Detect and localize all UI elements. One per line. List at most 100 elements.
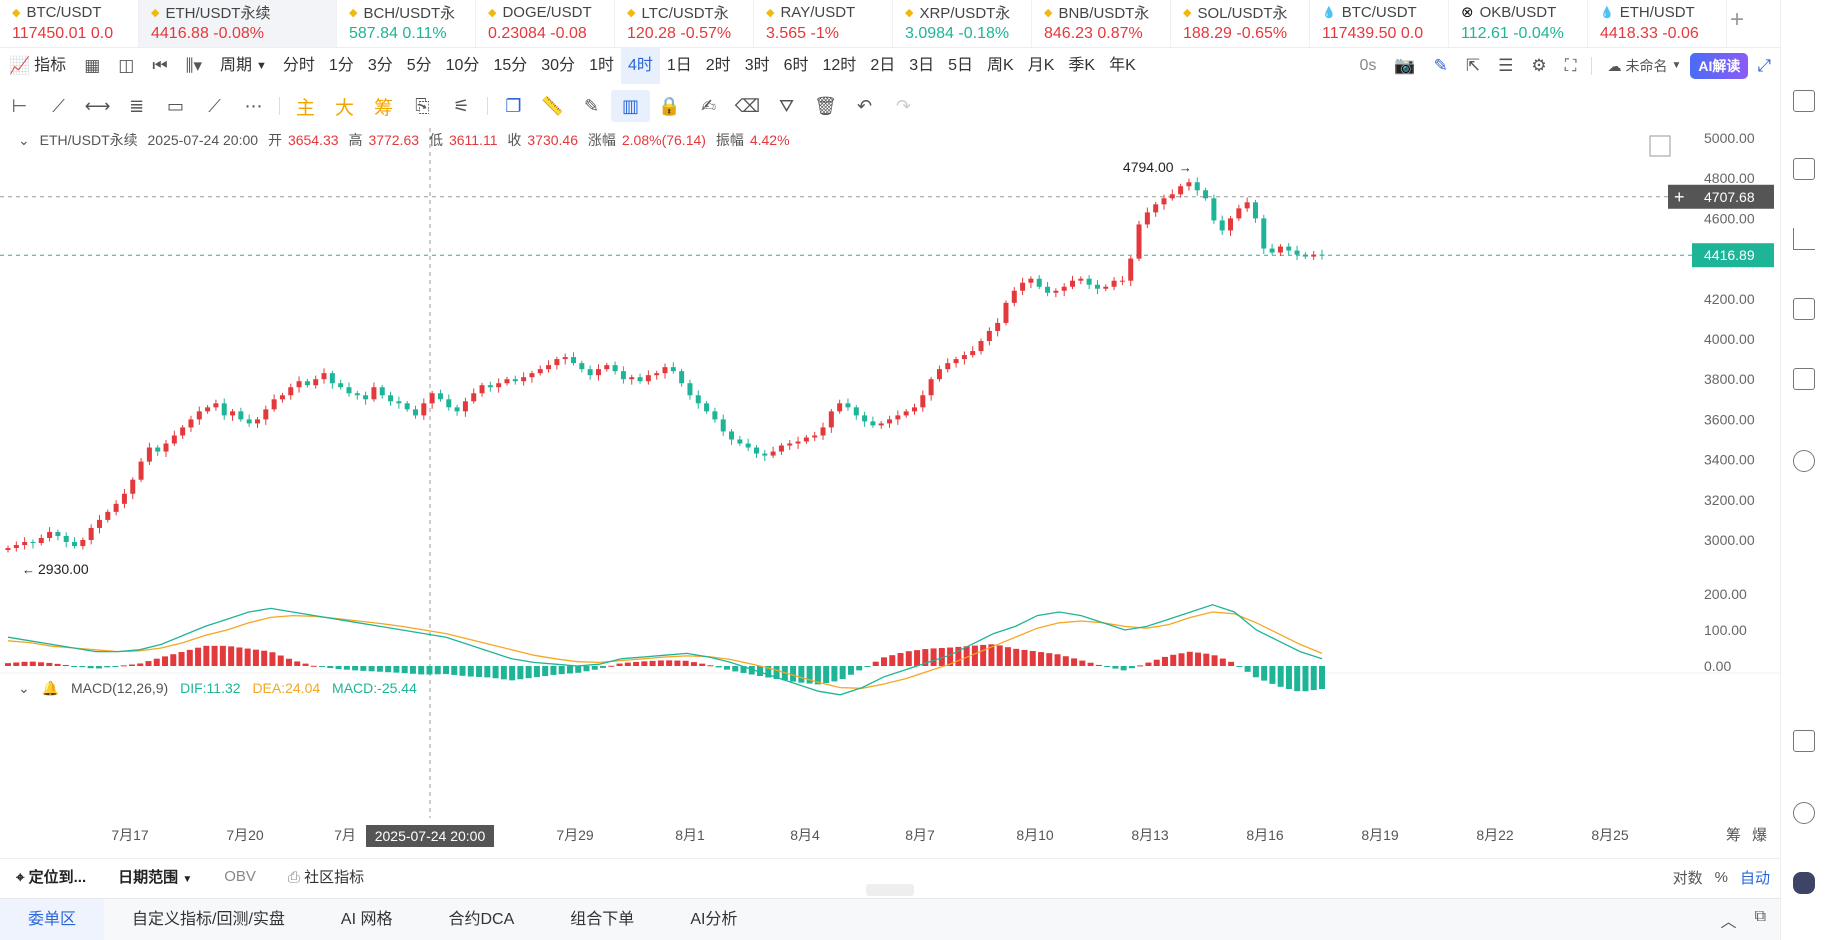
interval-option[interactable]: 12时 — [822, 57, 857, 74]
popout-icon[interactable]: ⧉ — [1754, 907, 1766, 925]
ticker-tab[interactable]: ◆ LTC/USDT永 120.28 -0.57% — [615, 0, 754, 47]
bottom-tab[interactable]: 委单区 — [0, 898, 105, 940]
bottom-tab[interactable]: AI分析 — [690, 910, 738, 928]
copy-tool[interactable]: ❐ — [494, 90, 533, 122]
headset-icon[interactable] — [1793, 802, 1815, 824]
corner-label[interactable]: 筹 — [1726, 827, 1741, 844]
interval-option[interactable]: 10分 — [445, 57, 480, 74]
plus-icon[interactable]: + — [1674, 187, 1685, 207]
list-button[interactable]: ☰ — [1489, 48, 1522, 84]
filter-tool[interactable]: ⛛ — [767, 90, 806, 122]
ticker-tab[interactable]: ◆ RAY/USDT 3.565 -1% — [754, 0, 893, 47]
horizontal-line-tool[interactable]: ⊢ — [0, 90, 39, 122]
ai-interpret-button[interactable]: AI解读 — [1690, 53, 1749, 79]
range-tool[interactable]: ⟷ — [78, 90, 117, 122]
chart-type-button[interactable]: ⫼▾ — [177, 48, 211, 84]
corner-label[interactable]: 爆 — [1752, 827, 1767, 844]
etf-icon[interactable] — [1793, 368, 1815, 390]
percent-scale-toggle[interactable]: % — [1714, 868, 1728, 886]
trades-icon[interactable] — [1793, 158, 1815, 180]
export-button[interactable]: ⇱ — [1457, 48, 1489, 84]
interval-option[interactable]: 2日 — [870, 57, 896, 74]
ticker-tab[interactable]: ◆ BTC/USDT 117450.01 0.0 — [0, 0, 139, 47]
calendar-button[interactable]: ▦ — [75, 48, 109, 84]
community-indicators-button[interactable]: ⎙ 社区指标 — [272, 866, 380, 887]
ticker-tab[interactable]: ◆ BNB/USDT永 846.23 0.87% — [1032, 0, 1171, 47]
ticker-tab[interactable]: ◆ DOGE/USDT 0.23084 -0.08 — [476, 0, 615, 47]
settings-button[interactable]: ⚙ — [1522, 48, 1555, 84]
bottom-tab[interactable]: 合约DCA — [448, 910, 515, 928]
magnet-tool[interactable]: ⚟ — [442, 90, 481, 122]
interval-option[interactable]: 6时 — [783, 57, 809, 74]
replay-button[interactable]: ⏮ — [143, 48, 176, 84]
bottom-tab[interactable]: 组合下单 — [570, 910, 635, 928]
main-force-button[interactable]: 主 — [295, 97, 315, 119]
obv-button[interactable]: OBV — [224, 868, 256, 885]
ticker-tab[interactable]: ◆ SOL/USDT永 188.29 -0.65% — [1171, 0, 1310, 47]
bottom-tab[interactable]: AI 网格 — [340, 910, 393, 928]
interval-option[interactable]: 5日 — [948, 57, 974, 74]
indicators-button[interactable]: 📈 指标 — [0, 48, 75, 84]
interval-option[interactable]: 2时 — [705, 57, 731, 74]
ray-tool[interactable]: ⟋ — [195, 90, 234, 122]
interval-option[interactable]: 周K — [987, 57, 1014, 74]
interval-option[interactable]: 月K — [1027, 57, 1055, 74]
auto-scale-toggle[interactable]: 自动 — [1739, 869, 1770, 887]
collapse-macd-icon[interactable]: ⌄ — [18, 680, 30, 696]
chip-button[interactable]: 筹 — [373, 97, 393, 119]
interval-option[interactable]: 3时 — [744, 57, 770, 74]
pen-button[interactable]: ✎ — [1425, 48, 1457, 84]
lock-tool[interactable]: 🔒 — [650, 90, 689, 122]
big-order-button[interactable]: 大 — [334, 97, 354, 119]
interval-option[interactable]: 3日 — [909, 57, 935, 74]
collapse-up-icon[interactable]: ︿ — [1720, 913, 1737, 931]
undo-button[interactable]: ↶ — [845, 90, 884, 122]
interval-option[interactable]: 30分 — [541, 57, 576, 74]
interval-option[interactable]: 5分 — [406, 57, 432, 74]
note-tool[interactable]: ✍ — [689, 90, 728, 122]
redo-button[interactable]: ↷ — [884, 90, 923, 122]
add-tab-icon[interactable]: + — [1730, 6, 1745, 33]
ticker-tab[interactable]: ◆ XRP/USDT永 3.0984 -0.18% — [893, 0, 1032, 47]
channel-tool[interactable]: ≣ — [117, 90, 156, 122]
log-scale-toggle[interactable]: 对数 — [1672, 869, 1703, 887]
bottom-tab[interactable]: 自定义指标/回测/实盘 — [132, 910, 285, 928]
delete-tool[interactable]: 🗑 — [806, 90, 845, 122]
robot-icon[interactable] — [1793, 872, 1815, 894]
interval-option[interactable]: 4时 — [620, 48, 660, 84]
more-tools[interactable]: ⋯ — [234, 90, 273, 122]
date-range-dropdown[interactable]: 日期范围 ▼ — [102, 866, 208, 887]
panel-collapse-handle[interactable] — [866, 884, 914, 896]
interval-option[interactable]: 1日 — [666, 57, 692, 74]
fullscreen-button[interactable]: ⛶ — [1556, 48, 1586, 84]
collapse-legend-icon[interactable]: ⌄ — [18, 132, 30, 148]
eraser-tool[interactable]: ⌫ — [728, 90, 767, 122]
candle-tool[interactable]: ▥ — [611, 90, 650, 122]
camera-button[interactable]: 📷 — [1385, 48, 1424, 84]
period-dropdown[interactable]: 周期 ▼ — [211, 48, 276, 84]
monitor-icon[interactable] — [1793, 298, 1815, 320]
orderbook-icon[interactable] — [1793, 90, 1815, 112]
ruler-tool[interactable]: 📏 — [533, 90, 572, 122]
interval-option[interactable]: 年K — [1109, 57, 1136, 74]
ticker-tab[interactable]: ◆ ETH/USDT永续 4416.88 -0.08% — [139, 0, 337, 47]
locate-button[interactable]: ⌖ 定位到... — [0, 866, 102, 887]
interval-option[interactable]: 1分 — [328, 57, 354, 74]
ticker-tab[interactable]: 💧 ETH/USDT 4418.33 -0.06 — [1588, 0, 1727, 47]
ticker-tab[interactable]: ⊗ OKB/USDT 112.61 -0.04% — [1449, 0, 1588, 47]
interval-option[interactable]: 1时 — [589, 57, 614, 74]
share-button[interactable]: ⤢ — [1748, 48, 1780, 84]
interval-option[interactable]: 15分 — [493, 57, 528, 74]
compare-tool[interactable]: ⎘ — [403, 90, 442, 122]
interval-option[interactable]: 3分 — [367, 57, 393, 74]
expand-chart-icon[interactable] — [1649, 135, 1671, 157]
layout-button[interactable]: ◫ — [109, 48, 143, 84]
layout-name-dropdown[interactable]: ☁ 未命名 ▼ — [1598, 48, 1690, 84]
panel-layout-icon[interactable] — [1793, 730, 1815, 752]
rectangle-tool[interactable]: ▭ — [156, 90, 195, 122]
ticker-tab[interactable]: 💧 BTC/USDT 117439.50 0.0 — [1310, 0, 1449, 47]
ticker-tab[interactable]: ◆ BCH/USDT永 587.84 0.11% — [337, 0, 476, 47]
trend-icon[interactable] — [1793, 228, 1815, 250]
trend-line-tool[interactable]: ⟋ — [39, 90, 78, 122]
bell-icon[interactable]: 🔔 — [41, 680, 60, 696]
